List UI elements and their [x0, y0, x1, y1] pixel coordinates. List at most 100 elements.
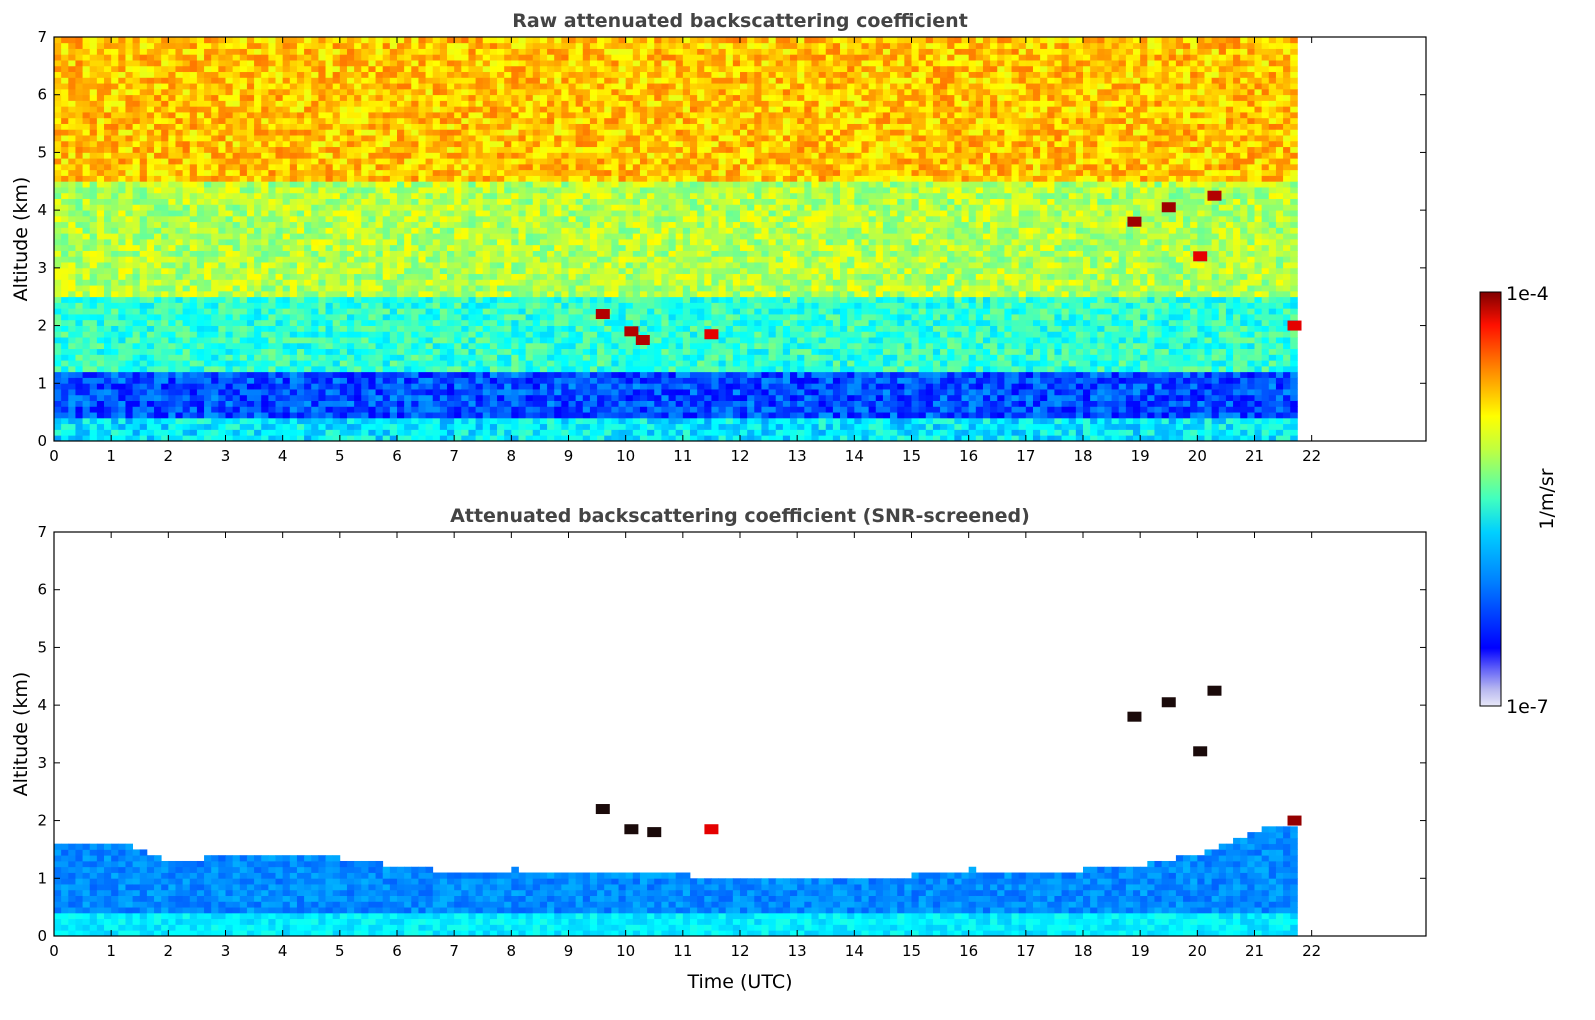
- heatmap-cell: [239, 100, 248, 107]
- heatmap-cell: [311, 88, 319, 96]
- heatmap-cell: [168, 423, 176, 430]
- heatmap-cell: [225, 54, 234, 61]
- heatmap-cell: [304, 412, 312, 419]
- heatmap-cell: [511, 146, 519, 153]
- heatmap-cell: [539, 187, 548, 194]
- heatmap-cell: [161, 342, 169, 350]
- heatmap-cell: [389, 204, 398, 211]
- heatmap-cell: [461, 42, 469, 49]
- heatmap-cell: [368, 412, 376, 419]
- heatmap-cell: [361, 285, 369, 292]
- heatmap-cell: [54, 267, 62, 275]
- heatmap-cell: [525, 383, 534, 390]
- heatmap-cell: [61, 296, 69, 303]
- heatmap-cell: [361, 435, 369, 441]
- heatmap-cell: [518, 256, 527, 263]
- heatmap-cell: [447, 146, 455, 153]
- heatmap-cell: [146, 400, 155, 407]
- heatmap-cell: [232, 423, 241, 430]
- heatmap-cell: [404, 244, 412, 251]
- heatmap-cell: [382, 48, 391, 55]
- heatmap-cell: [475, 181, 484, 188]
- heatmap-cell: [432, 163, 441, 171]
- heatmap-cell: [397, 210, 405, 217]
- heatmap-cell: [182, 100, 191, 107]
- heatmap-cell: [339, 406, 348, 413]
- heatmap-cell: [54, 262, 62, 269]
- heatmap-cell: [54, 250, 62, 257]
- heatmap-cell: [246, 112, 255, 119]
- heatmap-cell: [261, 406, 269, 413]
- heatmap-cell: [554, 233, 562, 240]
- heatmap-cell: [218, 383, 226, 390]
- heatmap-cell: [96, 233, 105, 240]
- heatmap-cell: [61, 106, 69, 113]
- heatmap-cell: [196, 129, 205, 136]
- heatmap-cell: [189, 308, 198, 315]
- heatmap-cell: [432, 152, 441, 159]
- heatmap-cell: [154, 221, 162, 228]
- heatmap-cell: [368, 400, 376, 407]
- heatmap-cell: [432, 244, 441, 251]
- heatmap-cell: [175, 337, 184, 344]
- heatmap-cell: [204, 348, 212, 355]
- heatmap-cell: [525, 187, 534, 194]
- heatmap-cell: [511, 215, 519, 223]
- heatmap-cell: [218, 198, 226, 205]
- heatmap-cell: [425, 187, 434, 194]
- heatmap-cell: [461, 227, 469, 234]
- heatmap-cell: [161, 135, 169, 142]
- heatmap-cell: [61, 435, 69, 441]
- heatmap-cell: [139, 267, 148, 275]
- heatmap-cell: [332, 100, 341, 107]
- heatmap-cell: [296, 181, 305, 188]
- heatmap-cell: [225, 192, 234, 199]
- heatmap-cell: [289, 383, 298, 390]
- heatmap-cell: [132, 314, 141, 321]
- heatmap-cell: [139, 285, 148, 292]
- heatmap-cell: [239, 210, 248, 217]
- heatmap-cell: [275, 37, 284, 44]
- heatmap-cell: [225, 273, 234, 280]
- heatmap-cell: [89, 227, 98, 234]
- heatmap-cell: [389, 140, 398, 148]
- heatmap-cell: [461, 325, 469, 332]
- heatmap-cell: [96, 337, 105, 344]
- heatmap-cell: [296, 129, 305, 136]
- heatmap-cell: [439, 244, 448, 251]
- heatmap-cell: [375, 94, 384, 101]
- heatmap-cell: [375, 244, 384, 251]
- heatmap-cell: [518, 435, 527, 441]
- heatmap-cell: [61, 123, 69, 130]
- heatmap-cell: [211, 77, 219, 84]
- heatmap-cell: [246, 192, 255, 199]
- heatmap-cell: [404, 394, 412, 401]
- heatmap-cell: [397, 348, 405, 355]
- heatmap-cell: [254, 135, 262, 142]
- heatmap-cell: [211, 290, 219, 298]
- heatmap-cell: [504, 429, 512, 436]
- heatmap-cell: [154, 77, 162, 84]
- heatmap-cell: [447, 435, 455, 441]
- heatmap-cell: [432, 65, 441, 73]
- heatmap-cell: [54, 377, 62, 384]
- heatmap-cell: [432, 123, 441, 130]
- heatmap-cell: [225, 181, 234, 188]
- heatmap-cell: [89, 354, 98, 361]
- heatmap-cell: [525, 210, 534, 217]
- heatmap-cell: [282, 42, 291, 49]
- heatmap-cell: [282, 158, 291, 165]
- heatmap-cell: [561, 394, 569, 401]
- heatmap-cell: [454, 77, 462, 84]
- heatmap-cell: [146, 319, 155, 326]
- heatmap-cell: [454, 71, 462, 78]
- heatmap-cell: [489, 60, 498, 67]
- heatmap-cell: [554, 152, 562, 159]
- heatmap-cell: [404, 215, 412, 223]
- heatmap-cell: [111, 331, 119, 338]
- heatmap-cell: [468, 198, 477, 205]
- heatmap-cell: [504, 308, 512, 315]
- heatmap-cell: [361, 140, 369, 148]
- heatmap-cell: [161, 204, 169, 211]
- heatmap-cell: [389, 227, 398, 234]
